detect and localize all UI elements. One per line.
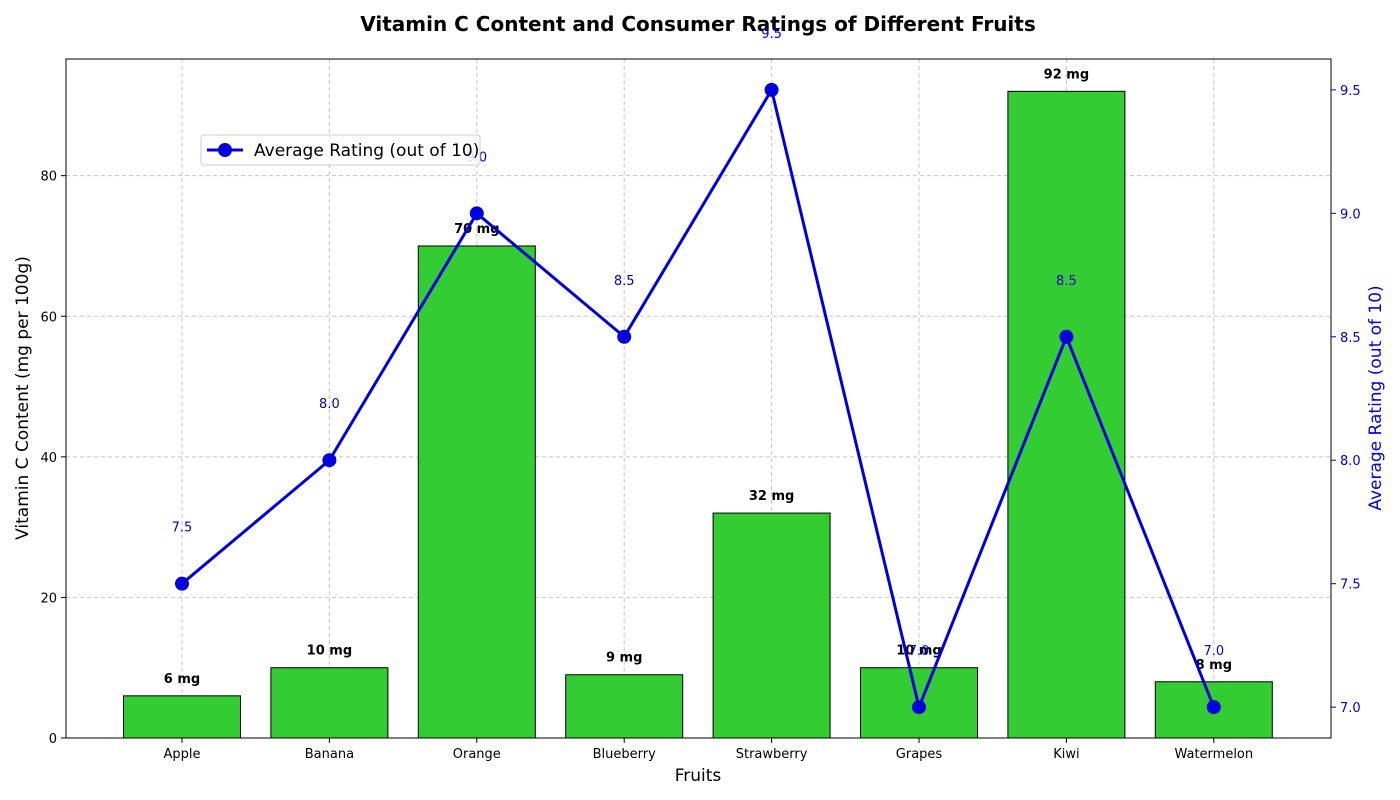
y-tick-label: 20 xyxy=(40,591,57,606)
rating-value-label: 7.0 xyxy=(1203,644,1224,659)
rating-point-strawberry xyxy=(765,83,779,97)
bar-kiwi xyxy=(1008,91,1125,738)
x-tick-label: Apple xyxy=(163,747,200,762)
x-tick-label: Blueberry xyxy=(593,747,656,762)
bar-strawberry xyxy=(713,513,830,738)
chart-title: Vitamin C Content and Consumer Ratings o… xyxy=(360,12,1036,36)
legend-entry-rating: Average Rating (out of 10) xyxy=(254,141,479,161)
bar-value-label: 70 mg xyxy=(454,222,499,237)
x-tick-label: Orange xyxy=(453,747,501,762)
x-tick-label: Grapes xyxy=(896,747,943,762)
y-right-tick-label: 9.5 xyxy=(1340,84,1361,99)
bar-value-label: 10 mg xyxy=(307,644,352,659)
y-right-tick-label: 8.5 xyxy=(1340,331,1361,346)
rating-value-label: 7.0 xyxy=(909,644,930,659)
bar-blueberry xyxy=(566,675,683,738)
y-tick-label: 40 xyxy=(40,451,57,466)
x-tick-label: Watermelon xyxy=(1174,747,1253,762)
bar-value-label: 32 mg xyxy=(749,489,794,504)
rating-point-banana xyxy=(322,453,336,467)
legend: Average Rating (out of 10) xyxy=(201,135,480,165)
bar-apple xyxy=(124,696,241,738)
rating-point-orange xyxy=(470,206,484,220)
y-tick-label: 0 xyxy=(49,732,57,747)
rating-point-kiwi xyxy=(1059,330,1073,344)
rating-point-grapes xyxy=(912,700,926,714)
y-right-tick-label: 7.5 xyxy=(1340,578,1361,593)
y-tick-label: 60 xyxy=(40,310,57,325)
bar-value-label: 8 mg xyxy=(1196,658,1232,673)
rating-value-label: 8.5 xyxy=(614,274,635,289)
legend-marker-swatch xyxy=(218,143,232,157)
rating-value-label: 8.0 xyxy=(319,397,340,412)
bars xyxy=(124,91,1273,738)
bar-banana xyxy=(271,668,388,738)
bar-value-label: 9 mg xyxy=(606,651,642,666)
y-right-tick-label: 9.0 xyxy=(1340,207,1361,222)
rating-value-label: 9.5 xyxy=(761,27,782,42)
y-axis-right: 7.0 7.5 8.0 8.5 9.0 9.5 xyxy=(1331,84,1361,716)
y-right-tick-label: 8.0 xyxy=(1340,454,1361,469)
bar-value-label: 92 mg xyxy=(1044,67,1089,82)
y-axis-right-label: Average Rating (out of 10) xyxy=(1366,285,1386,510)
y-right-tick-label: 7.0 xyxy=(1340,701,1361,716)
rating-value-label: 8.5 xyxy=(1056,274,1077,289)
bar-value-label: 6 mg xyxy=(164,672,200,687)
bar-orange xyxy=(418,246,535,738)
x-tick-label: Banana xyxy=(305,747,354,762)
rating-value-label: 7.5 xyxy=(172,521,193,536)
rating-point-watermelon xyxy=(1207,700,1221,714)
rating-point-blueberry xyxy=(617,330,631,344)
y-axis-left: 0 20 40 60 80 xyxy=(40,170,66,747)
x-axis: Apple Banana Orange Blueberry Strawberry Grap… xyxy=(163,738,1253,762)
x-tick-label: Strawberry xyxy=(736,747,808,762)
y-axis-label: Vitamin C Content (mg per 100g) xyxy=(13,256,33,540)
y-tick-label: 80 xyxy=(40,170,57,185)
x-tick-label: Kiwi xyxy=(1053,747,1079,762)
rating-point-apple xyxy=(175,577,189,591)
x-axis-label: Fruits xyxy=(675,766,722,786)
